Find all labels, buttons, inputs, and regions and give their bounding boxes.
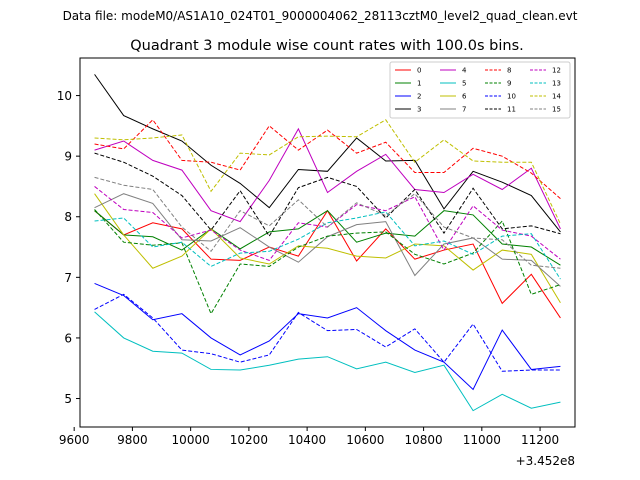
series-line-11: [94, 152, 561, 238]
series-line-3: [94, 74, 561, 233]
x-tick-label: 9800: [117, 433, 148, 447]
x-tick-label: 10800: [404, 433, 442, 447]
legend-label-4: 4: [462, 67, 467, 75]
series-layer: [94, 74, 561, 412]
x-tick-label: 10400: [288, 433, 326, 447]
legend-label-11: 11: [507, 106, 516, 114]
chart-title: Quadrant 3 module wise count rates with …: [130, 38, 524, 54]
legend-label-0: 0: [417, 67, 421, 75]
series-line-4: [94, 127, 561, 230]
legend-label-12: 12: [552, 67, 561, 75]
y-axis: 5 6 7 8 9 10: [57, 89, 80, 406]
legend-label-7: 7: [462, 106, 466, 114]
series-line-10: [94, 293, 561, 372]
y-tick-label: 5: [64, 392, 72, 406]
legend-label-8: 8: [507, 67, 511, 75]
legend-label-15: 15: [552, 106, 561, 114]
series-line-2: [94, 282, 561, 391]
legend-label-5: 5: [462, 80, 466, 88]
y-tick-label: 6: [64, 331, 72, 345]
series-line-5: [94, 311, 561, 412]
chart-suptitle: Data file: modeM0/AS1A10_024T01_90000040…: [63, 9, 578, 23]
legend-label-6: 6: [462, 93, 467, 101]
series-line-15: [94, 176, 561, 269]
legend-label-9: 9: [507, 80, 511, 88]
x-tick-label: 10000: [172, 433, 210, 447]
y-tick-label: 9: [64, 150, 72, 164]
legend-label-14: 14: [552, 93, 561, 101]
series-line-6: [94, 193, 561, 304]
series-line-8: [94, 119, 561, 199]
y-tick-label: 8: [64, 210, 72, 224]
y-tick-label: 7: [64, 271, 72, 285]
legend-label-10: 10: [507, 93, 516, 101]
series-line-13: [94, 211, 561, 280]
series-line-1: [94, 210, 561, 266]
legend-box: [389, 61, 571, 119]
series-line-12: [94, 186, 561, 261]
y-tick-label: 10: [57, 89, 72, 103]
x-tick-label: 9600: [59, 433, 90, 447]
legend-label-3: 3: [417, 106, 421, 114]
x-axis: 9600 9800 10000 10200 10400 10600 10800 11000 11…: [59, 427, 559, 447]
series-line-14: [94, 119, 561, 225]
series-line-7: [94, 193, 561, 287]
x-tick-label: 11000: [463, 433, 501, 447]
x-axis-offset-label: +3.452e8: [516, 454, 575, 468]
x-tick-label: 10200: [230, 433, 268, 447]
x-tick-label: 11200: [521, 433, 559, 447]
x-tick-label: 10600: [346, 433, 384, 447]
legend-label-13: 13: [552, 80, 561, 88]
legend-label-1: 1: [417, 80, 421, 88]
plot-frame: [79, 57, 576, 428]
legend-label-2: 2: [417, 93, 421, 101]
